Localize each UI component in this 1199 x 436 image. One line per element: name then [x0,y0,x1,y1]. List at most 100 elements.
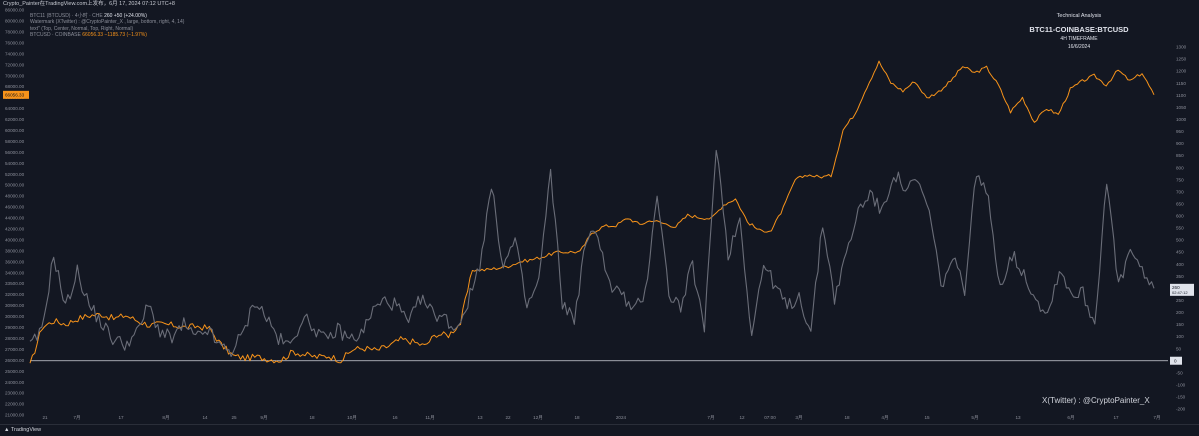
right-tick-label: 1300 [1176,45,1187,50]
x-tick-label: 18 [844,415,850,420]
legend: BTC11 (BTCUSD) · 4小时 · CHE 260 +50 (+24.… [30,13,184,38]
right-tick-label: 850 [1176,153,1184,158]
x-tick-label: 15 [924,415,930,420]
left-tick-label: 30900.00 [5,303,25,308]
right-tick-label: 150 [1176,322,1184,327]
left-tick-label: 68000.00 [5,84,25,89]
x-tick-label: 17 [118,415,124,420]
x-tick-label: 4月 [881,415,888,421]
left-tick-label: 54000.00 [5,161,25,166]
btc-series-name: BTCUSD · COINBASE [30,31,81,38]
indicator-badge-time: 02:47:12 [1172,290,1188,295]
tradingview-logo-icon[interactable]: ▲ [4,427,10,433]
right-tick-label: 500 [1176,238,1184,243]
x-tick-label: 07:00 [764,415,776,420]
x-tick-label: 10月 [347,415,357,421]
right-tick-label: 1100 [1176,93,1186,98]
left-tick-label: 70000.00 [5,73,25,78]
left-tick-label: 80000.00 [5,19,25,24]
left-tick-label: 48000.00 [5,194,25,199]
left-tick-label: 32000.00 [5,292,25,297]
x-tick-label: 5月 [971,415,978,421]
x-tick-label: 17 [1113,415,1119,420]
left-tick-label: 23000.00 [5,391,25,396]
left-tick-label: 60000.00 [5,128,25,133]
left-tick-label: 29000.00 [5,325,25,330]
x-tick-label: 7月 [1153,415,1160,421]
right-tick-label: 200 [1176,310,1184,315]
indicator-badge [1170,283,1194,296]
credit-watermark: X(Twitter) : @CryptoPainter_X [1042,396,1150,405]
left-tick-label: 50000.00 [5,183,25,188]
left-tick-label: 56000.00 [5,150,25,155]
x-tick-label: 7月 [73,415,80,421]
btc-price-badge [3,90,29,99]
legend-line-1[interactable]: BTC11 (BTCUSD) · 4小时 · CHE 260 +50 (+24.… [30,13,184,19]
left-tick-label: 24000.00 [5,380,25,385]
series-layer [29,60,1155,364]
x-tick-label: 13 [1015,415,1021,420]
right-tick-label: 100 [1176,334,1184,339]
left-tick-label: 58000.00 [5,139,25,144]
right-indicator-axis: 1300125012001150110010501000950900850800… [1176,45,1187,412]
right-tick-label: 450 [1176,250,1184,255]
left-tick-label: 42000.00 [5,227,25,232]
right-tick-label: 1250 [1176,57,1187,62]
right-tick-label: 550 [1176,226,1184,231]
left-tick-label: 62000.00 [5,117,25,122]
left-tick-label: 40000.00 [5,237,25,242]
right-tick-label: 1050 [1176,105,1187,110]
watermark-title: BTC11-COINBASE:BTCUSD [1029,25,1129,34]
watermark-timeframe: 4H TIMEFRAME [1060,36,1098,42]
indicator-value: 260 +50 (+24.00%) [104,13,147,19]
right-tick-label: -50 [1176,370,1183,375]
x-tick-label: 25 [231,415,237,420]
x-tick-label: 18 [574,415,580,420]
left-tick-label: 46000.00 [5,205,25,210]
right-tick-label: 1150 [1176,81,1186,86]
footer: ▲ TradingView [0,424,1199,435]
x-tick-label: 13 [477,415,483,420]
right-tick-label: 250 [1176,298,1184,303]
left-tick-label: 27000.00 [5,347,25,352]
zero-badge-label: 0 [1174,358,1177,363]
right-tick-label: -200 [1176,407,1186,412]
left-tick-label: 22000.00 [5,402,25,407]
left-tick-label: 44000.00 [5,216,25,221]
right-tick-label: 950 [1176,129,1184,134]
legend-line-2[interactable]: Watermark (XTwitter) : @CryptoPainter_X … [30,19,185,26]
right-tick-label: 650 [1176,201,1184,206]
left-tick-label: 72000.00 [5,62,25,67]
watermark-subtitle: Technical Analysis [1056,13,1102,19]
legend-line-4[interactable]: BTCUSD · COINBASE 66056.33 −1185.73 (−1.… [30,32,184,38]
left-tick-label: 36000.00 [5,259,25,264]
btc-price-badge-label: 66056.33 [5,93,25,98]
right-tick-label: 1200 [1176,69,1187,74]
right-tick-label: 900 [1176,141,1184,146]
left-tick-label: 52000.00 [5,172,25,177]
right-tick-label: 750 [1176,177,1184,182]
indicator-badge-label: 260 [1172,285,1180,290]
x-tick-label: 12月 [533,415,543,421]
x-tick-label: 6月 [1067,415,1074,421]
btc-series-value: 66056.33 −1185.73 (−1.97%) [82,31,147,38]
legend-line-3[interactable]: text" (Top, Center, Normal, Top, Right, … [30,25,134,32]
indicator-series-line [29,149,1155,358]
left-tick-label: 74000.00 [5,51,25,56]
left-tick-label: 76000.00 [5,40,25,45]
left-tick-label: 21000.00 [5,413,25,418]
watermark-date: 16/6/2024 [1067,44,1091,50]
x-tick-label: 3月 [795,415,802,421]
x-tick-label: 12 [739,415,745,420]
watermark-text: Technical Analysis BTC11-COINBASE:BTCUSD… [1019,13,1139,50]
left-tick-label: 33500.00 [5,281,25,286]
x-tick-label: 11月 [425,415,434,421]
right-tick-label: 350 [1176,274,1184,279]
right-tick-label: 600 [1176,214,1184,219]
chart-header: Crypto_Painter在TradingView.com上发布，6月 17,… [3,1,175,7]
right-tick-label: -150 [1176,395,1186,400]
time-axis: 21 7月 17 8月 14 25 9月 18 10月 16 11月 13 22 12月 18 2024 7月 1… [42,415,1160,421]
left-tick-label: 34000.00 [5,270,25,275]
